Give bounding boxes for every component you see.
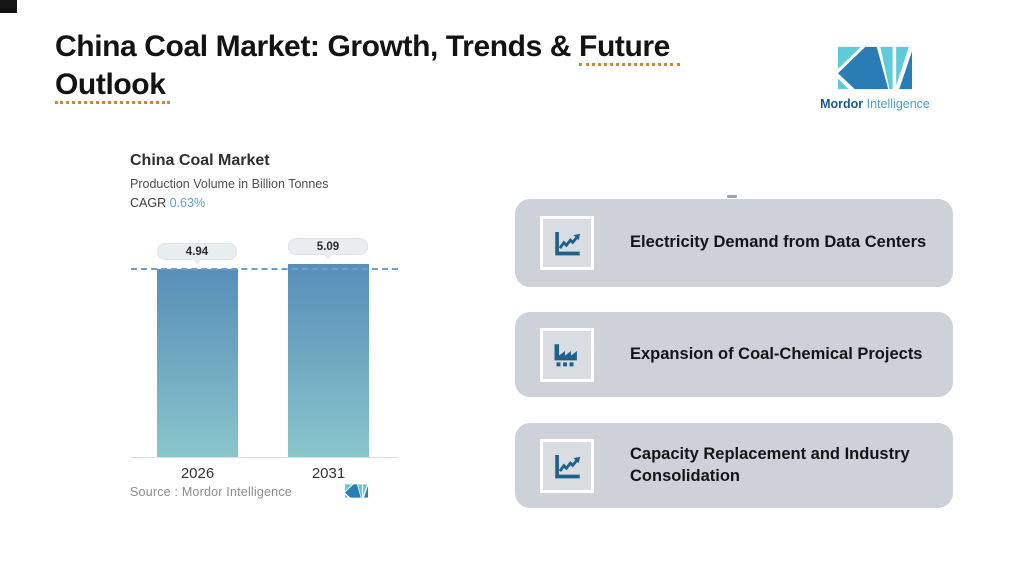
- bar-2031: [288, 264, 369, 458]
- value-label-2026: 4.94: [157, 243, 237, 264]
- reference-dashed-line: [131, 268, 398, 270]
- cagr-label: CAGR: [130, 196, 167, 210]
- icon-box: [540, 216, 594, 270]
- chart-source: Source : Mordor Intelligence: [130, 485, 292, 499]
- brand-name-bold: Mordor: [820, 97, 864, 111]
- mordor-intelligence-mini-logo-icon: [345, 484, 368, 498]
- chart-subtitle: Production Volume in Billion Tonnes: [130, 177, 329, 191]
- card-label: Expansion of Coal-Chemical Projects: [630, 344, 923, 363]
- page-title-underlined-future: Future: [579, 30, 680, 66]
- screenshot-corner-artifact: [0, 0, 17, 13]
- x-tick-2031: 2031: [311, 465, 346, 482]
- trend-chart-icon: [555, 454, 581, 478]
- x-axis-line: [131, 457, 398, 458]
- bar-chart: China Coal Market Production Volume in B…: [130, 147, 402, 517]
- chart-cagr: CAGR 0.63%: [130, 196, 402, 210]
- cagr-value: 0.63%: [169, 196, 206, 210]
- card-label: Electricity Demand from Data Centers: [630, 233, 927, 252]
- bar-2026: [157, 269, 238, 458]
- icon-box: [540, 438, 594, 493]
- stray-mark: [727, 195, 737, 198]
- card-coal-chemical: Expansion of Coal-Chemical Projects: [515, 312, 953, 397]
- driver-cards: Electricity Demand from Data Centers Exp…: [515, 199, 953, 508]
- chart-plot-area: 4.94 5.09: [130, 238, 400, 458]
- card-label: Capacity Replacement and Industry Consol…: [630, 444, 910, 485]
- mordor-intelligence-logo-icon: [838, 46, 912, 90]
- trend-chart-icon: [555, 231, 581, 256]
- card-electricity-demand: Electricity Demand from Data Centers: [515, 199, 953, 287]
- page-title-plain: China Coal Market: Growth, Trends &: [55, 30, 580, 63]
- brand-name: Mordor Intelligence: [815, 97, 935, 111]
- brand-logo: Mordor Intelligence: [815, 46, 935, 111]
- x-tick-2026: 2026: [180, 465, 215, 482]
- brand-name-light: Intelligence: [866, 97, 930, 111]
- value-label-2031: 5.09: [288, 238, 368, 259]
- chart-title: China Coal Market: [130, 152, 270, 169]
- factory-icon: [554, 343, 577, 366]
- page-title-underlined-outlook: Outlook: [55, 68, 170, 104]
- page-title: China Coal Market: Growth, Trends & Futu…: [55, 28, 735, 104]
- card-capacity-replacement: Capacity Replacement and Industry Consol…: [515, 423, 953, 508]
- icon-box: [540, 327, 594, 382]
